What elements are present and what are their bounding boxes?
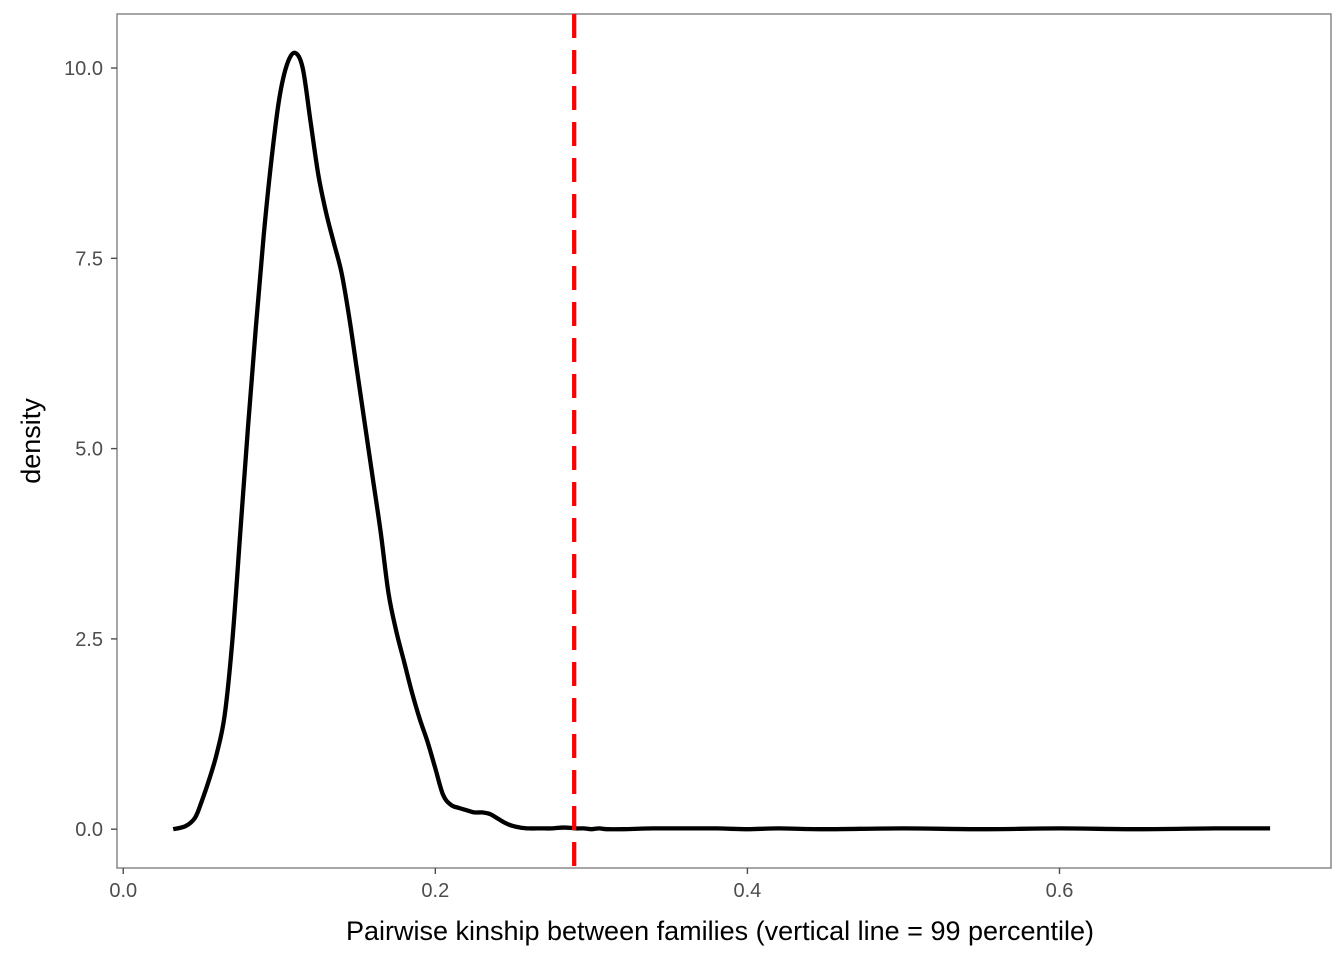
y-tick-label: 10.0: [64, 58, 103, 80]
y-tick-label: 5.0: [75, 439, 103, 461]
x-tick-label: 0.0: [109, 880, 137, 902]
y-tick-label: 7.5: [75, 248, 103, 270]
plot-panel: [116, 13, 1332, 869]
y-axis-title: density: [16, 398, 46, 484]
density-curve: [172, 50, 1271, 832]
x-tick-label: 0.4: [733, 880, 761, 902]
x-axis-title: Pairwise kinship between families (verti…: [346, 916, 1094, 946]
y-tick-label: 0.0: [75, 819, 103, 841]
series-layer: [172, 50, 1271, 832]
x-tick-label: 0.6: [1046, 880, 1074, 902]
y-axis: 0.0 2.5 5.0 7.5 10.0: [64, 58, 117, 841]
y-tick-label: 2.5: [75, 629, 103, 651]
x-tick-label: 0.2: [421, 880, 449, 902]
x-axis: 0.0 0.2 0.4 0.6: [109, 868, 1073, 902]
